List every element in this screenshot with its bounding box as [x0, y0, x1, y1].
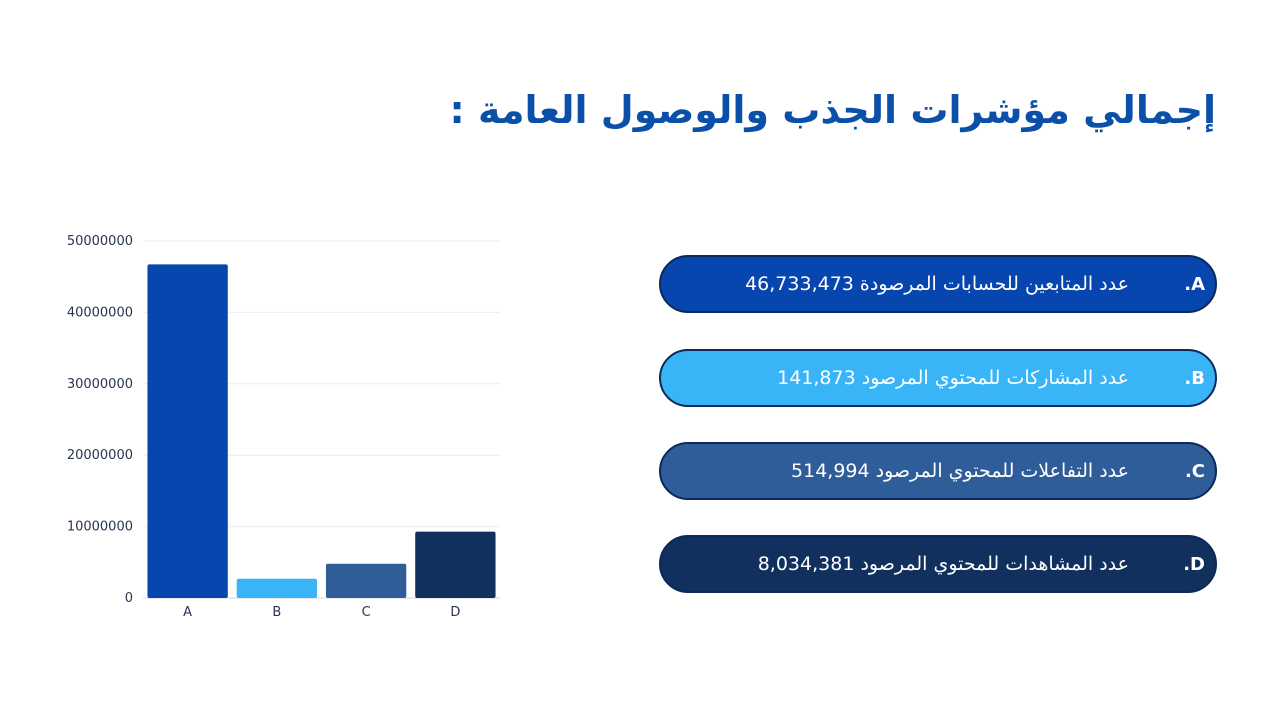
y-tick-label: 0 — [125, 591, 133, 606]
bar-b — [236, 578, 318, 598]
metric-letter-d: D. — [1183, 553, 1205, 575]
metric-text-d: عدد المشاهدات للمحتوي المرصود 8,034,381 — [757, 553, 1129, 575]
x-tick-label: D — [450, 605, 460, 620]
metric-pill-d: D. عدد المشاهدات للمحتوي المرصود 8,034,3… — [659, 535, 1217, 593]
bar-c — [325, 563, 407, 598]
bar-d — [415, 531, 496, 598]
y-tick-label: 50000000 — [67, 234, 133, 249]
x-tick-label: B — [272, 605, 281, 620]
x-tick-label: C — [362, 605, 371, 620]
metric-pill-a: A. عدد المتابعين للحسابات المرصودة 46,73… — [659, 255, 1217, 313]
metric-letter-b: B. — [1184, 367, 1205, 389]
metric-text-b: عدد المشاركات للمحتوي المرصود 141,873 — [777, 367, 1129, 389]
bar-chart: 0 10000000 20000000 30000000 40000000 5000000… — [40, 225, 520, 625]
bar-a — [147, 264, 228, 598]
y-tick-label: 40000000 — [67, 305, 133, 320]
metric-text-a: عدد المتابعين للحسابات المرصودة 46,733,4… — [745, 273, 1129, 295]
metric-pill-b: B. عدد المشاركات للمحتوي المرصود 141,873 — [659, 349, 1217, 407]
metric-text-c: عدد التفاعلات للمحتوي المرصود 514,994 — [791, 460, 1129, 482]
y-tick-label: 20000000 — [67, 448, 133, 463]
metric-letter-a: A. — [1184, 273, 1205, 295]
metric-letter-c: C. — [1184, 460, 1205, 482]
page-title: إجمالي مؤشرات الجذب والوصول العامة : — [449, 88, 1216, 132]
y-tick-label: 30000000 — [67, 377, 133, 392]
metric-pill-c: C. عدد التفاعلات للمحتوي المرصود 514,994 — [659, 442, 1217, 500]
y-tick-label: 10000000 — [67, 520, 133, 535]
x-tick-label: A — [183, 605, 192, 620]
bar-chart-svg: 0 10000000 20000000 30000000 40000000 5000000… — [67, 234, 500, 620]
